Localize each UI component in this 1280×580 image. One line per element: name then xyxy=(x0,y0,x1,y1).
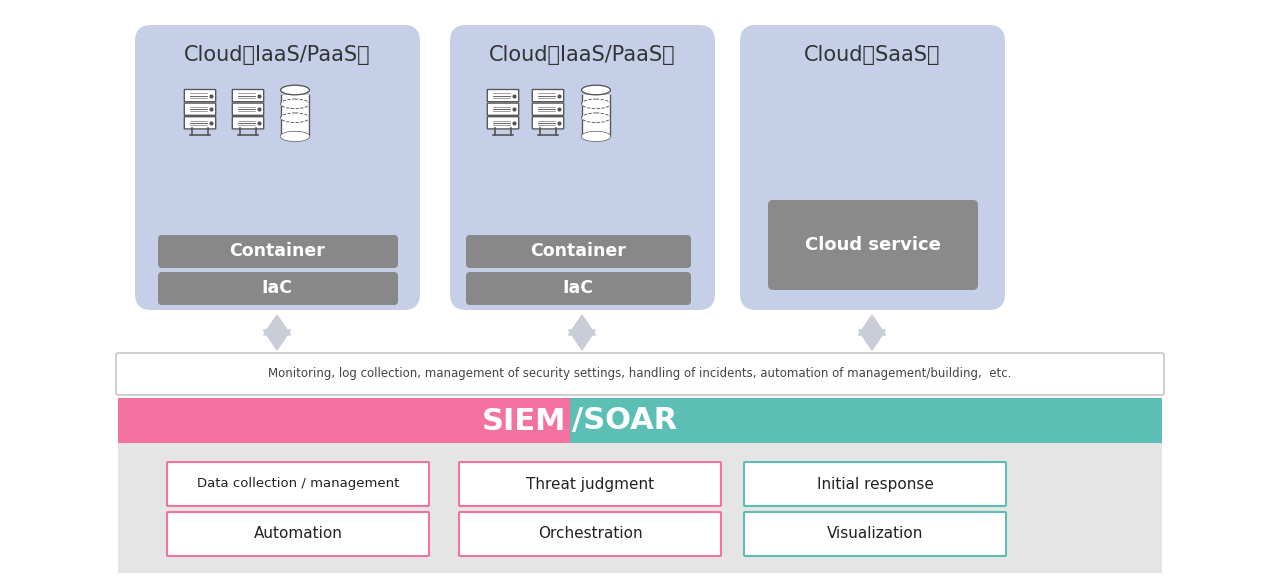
Text: Orchestration: Orchestration xyxy=(538,527,643,542)
FancyBboxPatch shape xyxy=(532,103,563,115)
Polygon shape xyxy=(575,330,589,335)
Text: Initial response: Initial response xyxy=(817,477,933,491)
Text: Cloud（IaaS/PaaS）: Cloud（IaaS/PaaS） xyxy=(184,45,370,65)
Text: Monitoring, log collection, management of security settings, handling of inciden: Monitoring, log collection, management o… xyxy=(269,368,1011,380)
Ellipse shape xyxy=(280,99,310,108)
Ellipse shape xyxy=(280,113,310,122)
Text: Visualization: Visualization xyxy=(827,527,923,542)
FancyBboxPatch shape xyxy=(460,462,721,506)
FancyBboxPatch shape xyxy=(232,117,264,129)
Text: Data collection / management: Data collection / management xyxy=(197,477,399,491)
Polygon shape xyxy=(568,315,595,335)
Ellipse shape xyxy=(280,132,310,141)
Text: Container: Container xyxy=(229,242,325,260)
Bar xyxy=(570,398,1162,443)
FancyBboxPatch shape xyxy=(466,272,691,305)
Ellipse shape xyxy=(280,85,310,95)
FancyBboxPatch shape xyxy=(488,103,518,115)
Text: Threat judgment: Threat judgment xyxy=(526,477,654,491)
FancyBboxPatch shape xyxy=(157,235,398,268)
Bar xyxy=(581,95,611,136)
FancyBboxPatch shape xyxy=(166,512,429,556)
Polygon shape xyxy=(568,330,595,350)
FancyBboxPatch shape xyxy=(451,25,716,310)
FancyBboxPatch shape xyxy=(460,512,721,556)
FancyBboxPatch shape xyxy=(488,89,518,101)
Text: Automation: Automation xyxy=(253,527,343,542)
FancyBboxPatch shape xyxy=(184,117,216,129)
FancyBboxPatch shape xyxy=(232,89,264,101)
Polygon shape xyxy=(264,315,291,335)
FancyBboxPatch shape xyxy=(532,89,563,101)
Polygon shape xyxy=(865,330,879,335)
FancyBboxPatch shape xyxy=(116,353,1164,395)
Ellipse shape xyxy=(581,99,611,108)
FancyBboxPatch shape xyxy=(184,103,216,115)
FancyBboxPatch shape xyxy=(744,462,1006,506)
Ellipse shape xyxy=(581,132,611,141)
Polygon shape xyxy=(859,330,886,350)
Ellipse shape xyxy=(581,132,611,141)
FancyBboxPatch shape xyxy=(134,25,420,310)
FancyBboxPatch shape xyxy=(157,272,398,305)
Polygon shape xyxy=(270,330,284,335)
Polygon shape xyxy=(859,315,886,335)
FancyBboxPatch shape xyxy=(768,200,978,290)
Bar xyxy=(118,443,1162,573)
Text: /SOAR: /SOAR xyxy=(572,407,677,436)
FancyBboxPatch shape xyxy=(166,462,429,506)
FancyBboxPatch shape xyxy=(532,117,563,129)
Text: Cloud（IaaS/PaaS）: Cloud（IaaS/PaaS） xyxy=(489,45,676,65)
Bar xyxy=(118,398,570,443)
FancyBboxPatch shape xyxy=(466,235,691,268)
Polygon shape xyxy=(264,330,291,350)
FancyBboxPatch shape xyxy=(232,103,264,115)
Text: SIEM: SIEM xyxy=(481,407,566,436)
Bar xyxy=(280,95,310,136)
Ellipse shape xyxy=(280,132,310,141)
Text: Container: Container xyxy=(530,242,626,260)
Text: IaC: IaC xyxy=(261,279,293,297)
FancyBboxPatch shape xyxy=(488,117,518,129)
FancyBboxPatch shape xyxy=(744,512,1006,556)
FancyBboxPatch shape xyxy=(740,25,1005,310)
Ellipse shape xyxy=(581,113,611,122)
Text: Cloud service: Cloud service xyxy=(805,236,941,254)
FancyBboxPatch shape xyxy=(184,89,216,101)
Ellipse shape xyxy=(581,85,611,95)
Text: IaC: IaC xyxy=(562,279,594,297)
Text: Cloud（SaaS）: Cloud（SaaS） xyxy=(804,45,941,65)
